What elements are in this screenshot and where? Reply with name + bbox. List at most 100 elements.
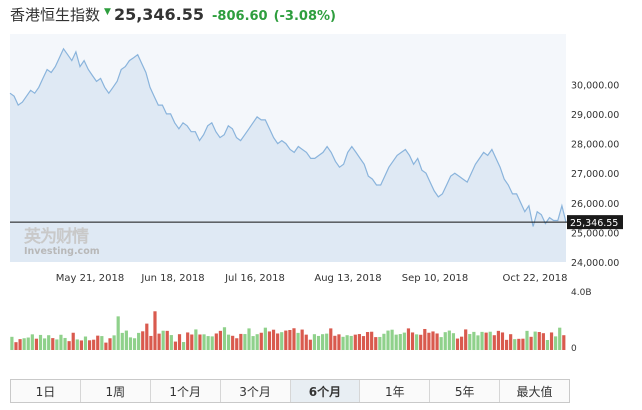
range-tab-2[interactable]: 1个月 — [151, 380, 221, 402]
volume-bar — [415, 334, 419, 350]
volume-bar — [460, 336, 464, 350]
x-tick-label: Jun 18, 2018 — [140, 273, 204, 284]
volume-bar — [222, 327, 227, 351]
volume-bar — [443, 332, 447, 351]
volume-bar — [235, 338, 239, 350]
volume-bar — [541, 333, 545, 350]
volume-bar — [112, 335, 116, 350]
volume-bar — [517, 338, 521, 350]
volume-bar — [226, 334, 231, 350]
volume-bar — [169, 335, 173, 350]
volume-bar — [361, 336, 366, 350]
volume-bar — [406, 328, 411, 350]
volume-bar — [345, 335, 349, 350]
range-tab-5[interactable]: 1年 — [360, 380, 431, 402]
volume-bar — [120, 332, 124, 350]
volume-bar — [390, 329, 394, 350]
volume-bar — [75, 339, 79, 350]
volume-bar — [394, 334, 398, 350]
price-line — [9, 47, 567, 227]
triangle-down-icon: ▼ — [104, 7, 111, 17]
x-tick-label: Aug 13, 2018 — [314, 273, 381, 284]
volume-bar — [141, 331, 145, 351]
index-title: 香港恒生指数 — [10, 6, 101, 24]
volume-bar — [43, 338, 47, 350]
volume-bar — [271, 329, 276, 350]
volume-bar — [537, 332, 541, 350]
volume-bar — [365, 332, 370, 350]
volume-bar — [308, 339, 312, 350]
volume-bar — [276, 333, 280, 350]
volume-bar — [374, 337, 378, 350]
volume-bar — [14, 342, 18, 350]
volume-bar — [476, 335, 480, 350]
volume-bar — [402, 332, 406, 350]
volume-bar — [296, 332, 300, 350]
volume-bar — [288, 329, 292, 350]
volume-bar — [292, 328, 296, 350]
volume-bar — [128, 337, 133, 350]
volume-bar — [67, 341, 71, 350]
volume-bar — [190, 334, 194, 351]
volume-bar — [59, 334, 63, 350]
last-price-label-box — [567, 215, 623, 230]
volume-bar — [451, 333, 456, 350]
x-tick-label: May 21, 2018 — [56, 273, 124, 284]
volume-axis-zero-label: 0 — [571, 344, 577, 354]
volume-bar — [153, 311, 157, 350]
volume-bar — [79, 340, 83, 350]
price-change: -806.60 — [212, 9, 268, 24]
volume-bar — [92, 339, 96, 350]
range-tab-0[interactable]: 1日 — [11, 380, 81, 402]
volume-bar — [267, 331, 272, 350]
y-tick-label: 28,000.00 — [571, 140, 619, 151]
range-tab-4[interactable]: 6个月 — [290, 380, 361, 402]
volume-bar — [173, 341, 178, 350]
volume-bar — [259, 332, 263, 350]
volume-bar — [10, 336, 14, 351]
volume-bar — [316, 335, 321, 350]
volume-bar — [410, 332, 415, 350]
price-chart[interactable]: 24,000.00 25,000.00 26,000.00 27,000.00 28,0… — [0, 28, 642, 356]
volume-bar — [468, 334, 472, 350]
y-tick-label: 30,000.00 — [571, 80, 619, 91]
volume-bar — [423, 328, 427, 350]
volume-bar — [280, 332, 284, 351]
volume-bar — [186, 332, 190, 350]
volume-bar — [492, 335, 496, 350]
y-tick-label: 26,000.00 — [571, 199, 619, 210]
volume-bar — [312, 334, 317, 350]
range-tab-7[interactable]: 最大值 — [516, 384, 553, 399]
volume-bar — [325, 333, 329, 350]
volume-bar — [525, 330, 529, 350]
volume-bar — [247, 328, 251, 350]
volume-bar — [251, 336, 255, 350]
volume-bar — [480, 331, 484, 351]
volume-bar — [198, 334, 202, 351]
volume-bar — [419, 334, 423, 350]
volume-bar — [333, 335, 337, 350]
volume-bar — [341, 336, 345, 351]
watermark-logo-text: 英为财情 — [24, 226, 89, 247]
volume-bar — [431, 331, 435, 350]
volume-bar — [357, 334, 361, 350]
volume-bar — [18, 339, 22, 351]
volume-bar — [464, 329, 468, 350]
volume-bar — [51, 338, 55, 350]
volume-bar — [378, 336, 382, 350]
volume-bar — [22, 338, 26, 350]
volume-bar — [337, 334, 341, 350]
last-price-label: 25,346.55 — [570, 218, 618, 229]
range-tab-1[interactable]: 1周 — [81, 380, 151, 402]
volume-bar — [435, 333, 439, 350]
volume-bar — [500, 332, 505, 350]
volume-bar — [284, 330, 288, 350]
watermark-site-text: Investing.com — [24, 246, 100, 257]
volume-bar — [263, 327, 267, 350]
volume-bar — [447, 330, 451, 350]
volume-bar — [243, 334, 247, 350]
range-tab-6[interactable]: 5年 — [430, 380, 501, 402]
volume-bar — [71, 332, 75, 350]
range-tab-3[interactable]: 3个月 — [221, 380, 291, 402]
volume-bar — [202, 334, 206, 350]
